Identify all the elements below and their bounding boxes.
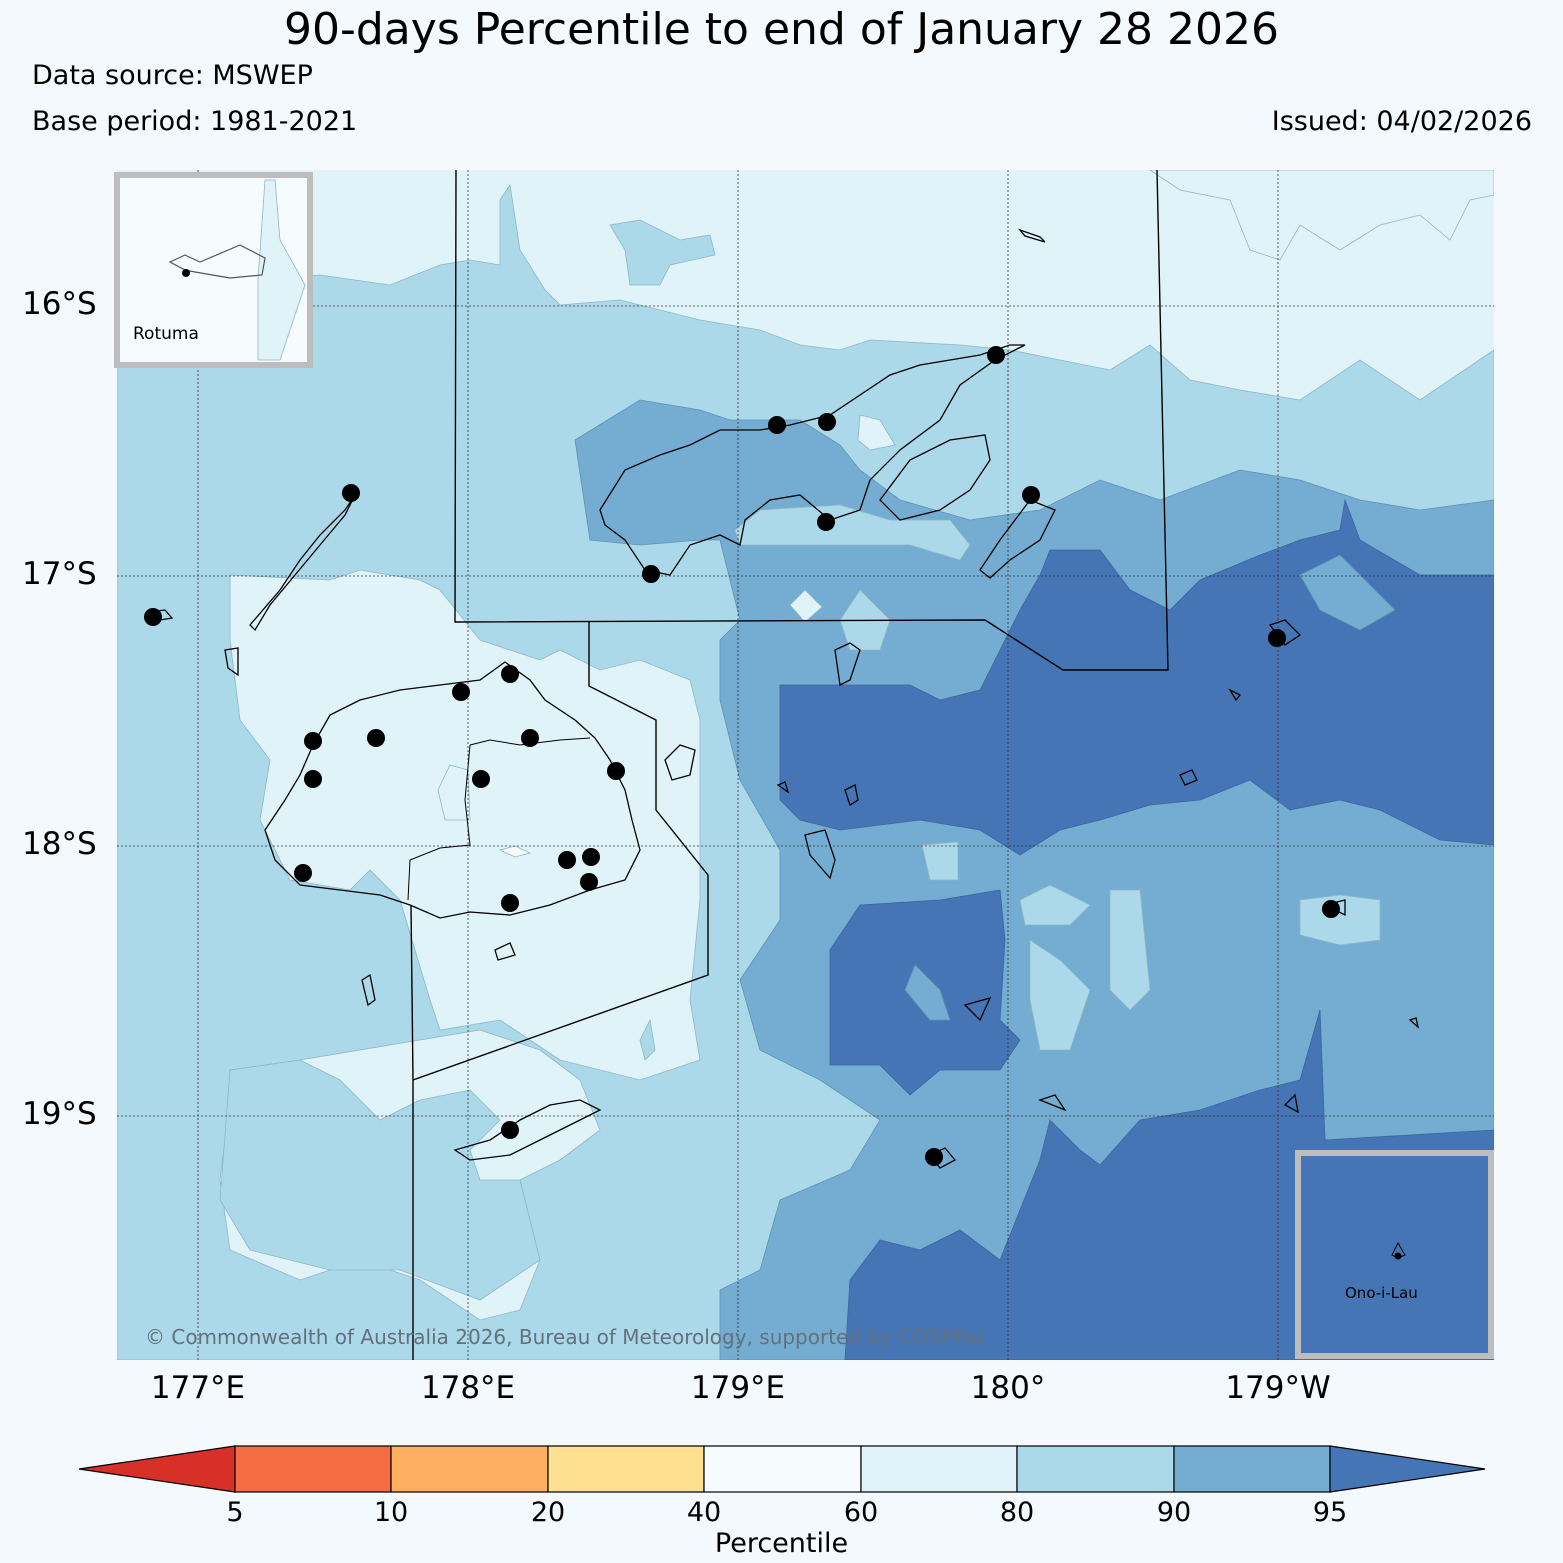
viti-levu-inner2 (407, 744, 471, 901)
lat-label-18s: 18°S (22, 826, 97, 862)
region-boundaries (410, 169, 1169, 1360)
contour-60-80-ne (1149, 170, 1494, 261)
lau-isle5 (1179, 769, 1198, 786)
contour-90-95-hole (904, 964, 951, 1021)
viti-levu-inner (469, 737, 591, 746)
issued-date: Issued: 04/02/2026 (1271, 106, 1532, 137)
colorbar-tick: 80 (999, 1497, 1035, 1528)
contour-60-80-islet2 (789, 589, 823, 623)
lon-label-180: 180° (970, 1370, 1046, 1406)
data-source: Data source: MSWEP (32, 60, 313, 91)
lon-label-179e: 179°E (690, 1370, 786, 1406)
viti-levu (264, 661, 641, 919)
contour-80-90-patch (734, 504, 971, 561)
lon-label-178e: 178°E (420, 1370, 516, 1406)
station-dots (144, 346, 1340, 1166)
lau-isle6 (1283, 1093, 1299, 1114)
isle-se (1408, 1017, 1420, 1029)
contour-80-90-south-spot (639, 1018, 656, 1061)
beqa (494, 942, 516, 961)
contour-80-90-islet3 (921, 841, 959, 881)
contour-60-80-west (229, 569, 701, 1081)
map-contours (117, 170, 1494, 1360)
colorbar-tick: 40 (686, 1497, 722, 1528)
taveuni (979, 499, 1056, 579)
lat-label-16s: 16°S (22, 286, 97, 322)
ono-i-lau-inset (1295, 1150, 1494, 1359)
rotuma-inset (114, 172, 313, 368)
colorbar-tick: 90 (1156, 1497, 1192, 1528)
colorbar-title: Percentile (714, 1528, 849, 1559)
isle-w1 (224, 647, 239, 677)
base-period: Base period: 1981-2021 (32, 106, 358, 137)
lat-label-17s: 17°S (22, 556, 97, 592)
colorbar (78, 1445, 1486, 1493)
contour-90-95-inner (1299, 554, 1396, 631)
colorbar-tick: 60 (843, 1497, 879, 1528)
colorbar-tick: 5 (226, 1497, 244, 1528)
isle-e1 (1228, 688, 1242, 702)
lau-isle3 (1038, 1094, 1067, 1112)
yasawa (249, 494, 356, 632)
contour-40-60 (498, 845, 532, 858)
colorbar-tick: 95 (1312, 1497, 1348, 1528)
ovalau (664, 744, 696, 781)
map-title: 90-days Percentile to end of January 28 … (284, 4, 1279, 55)
contour-80-90-patch4 (1299, 894, 1381, 946)
contour-60-80-islet4 (437, 764, 471, 821)
lon-label-177e: 177°E (150, 1370, 246, 1406)
koro (834, 642, 861, 686)
ono-i-lau-label: Ono-i-Lau (1345, 1284, 1418, 1302)
rotuma-label: Rotuma (133, 324, 199, 344)
copyright-notice: © Commonwealth of Australia 2026, Bureau… (145, 1325, 988, 1349)
moala (963, 996, 992, 1022)
colorbar-tick: 20 (530, 1497, 566, 1528)
colorbar-tick: 10 (373, 1497, 409, 1528)
lat-label-19s: 19°S (22, 1096, 97, 1132)
north-isle (1017, 228, 1046, 243)
gau (804, 829, 836, 880)
graticule (117, 170, 1494, 1360)
contour-80-90-patch3 (1109, 889, 1151, 1011)
contour-60-80-islet (857, 414, 896, 451)
contour-80-90-patch5 (1019, 884, 1091, 926)
isle-mb (844, 784, 859, 806)
mid-island (879, 434, 991, 521)
contour-80-90-top (609, 219, 716, 286)
isle-w2 (361, 973, 376, 1007)
lon-label-179w: 179°W (1225, 1370, 1331, 1406)
contour-80-90-patch2 (1029, 939, 1091, 1051)
isle-mb2 (776, 781, 790, 794)
contour-60-80-south-inner (219, 1059, 541, 1301)
